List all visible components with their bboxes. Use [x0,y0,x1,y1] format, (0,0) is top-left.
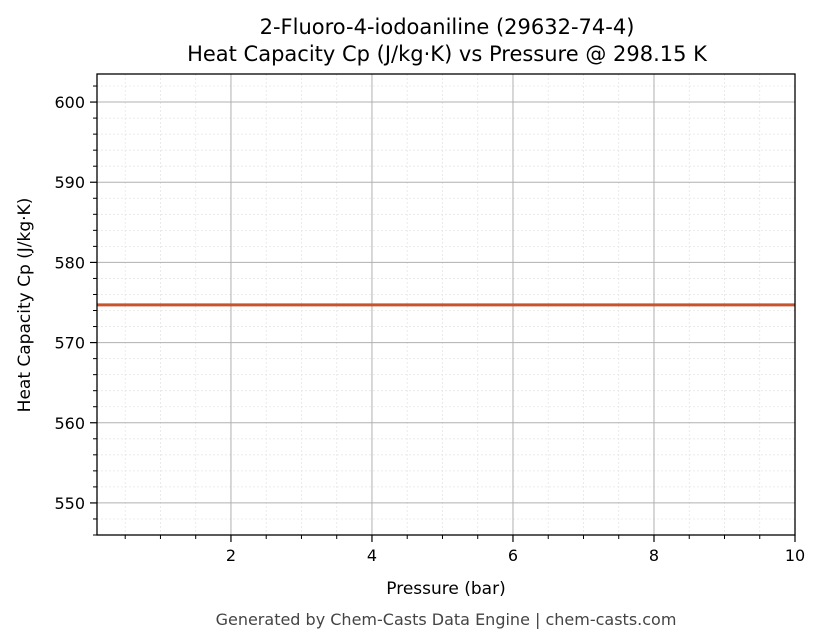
chart-title-line2: Heat Capacity Cp (J/kg·K) vs Pressure @ … [187,42,708,66]
x-tick-label: 4 [367,546,377,565]
x-tick-label: 6 [508,546,518,565]
x-axis-label: Pressure (bar) [386,579,505,599]
x-axis-ticks: 2 4 6 8 10 [124,535,805,565]
y-tick-label: 600 [54,93,85,112]
minor-grid [97,74,795,536]
y-axis-label: Heat Capacity Cp (J/kg·K) [15,198,35,413]
y-tick-label: 560 [54,414,85,433]
y-tick-label: 590 [54,173,85,192]
y-axis-ticks: 550 560 570 580 590 600 [54,85,97,536]
footer-credit: Generated by Chem-Casts Data Engine | ch… [216,610,677,629]
chart-title-line1: 2-Fluoro-4-iodoaniline (29632-74-4) [260,15,635,39]
y-tick-label: 550 [54,494,85,513]
plot-frame [96,73,796,536]
x-tick-label: 2 [226,546,236,565]
x-tick-label: 8 [649,546,659,565]
y-tick-label: 570 [54,334,85,353]
x-tick-label: 10 [785,546,805,565]
y-tick-label: 580 [54,253,85,272]
